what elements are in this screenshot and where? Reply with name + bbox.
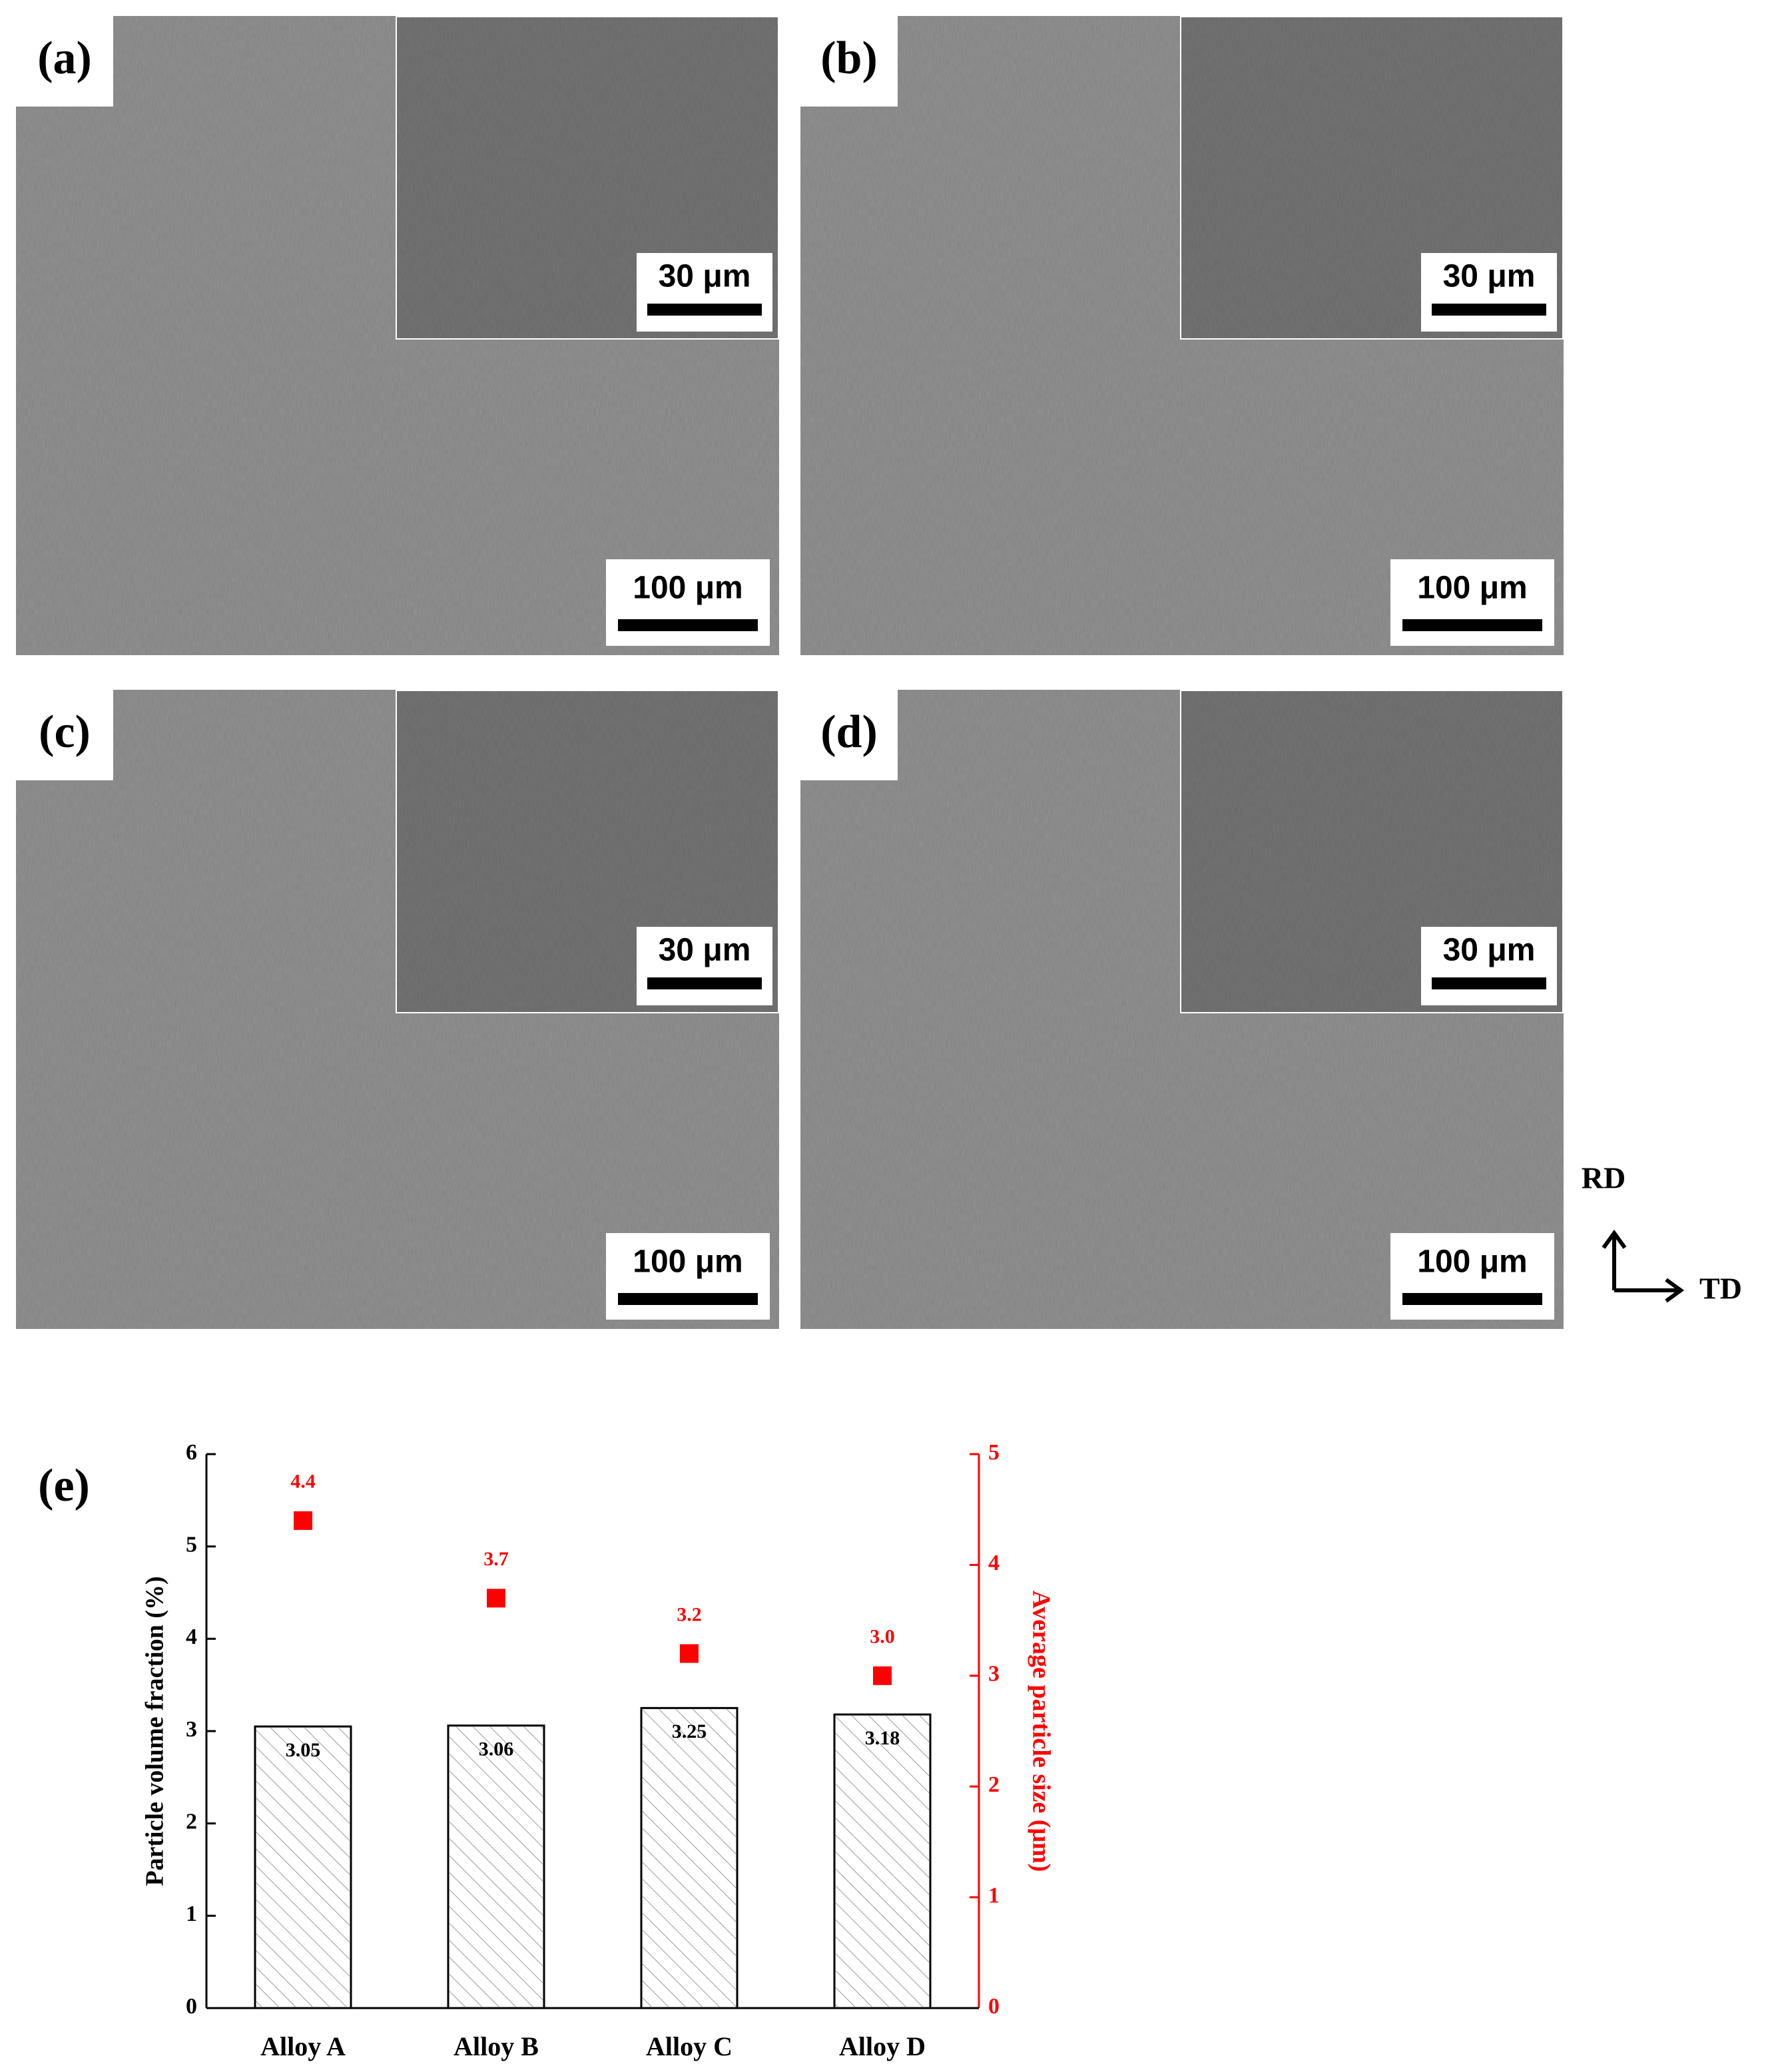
inset-scale-text: 30 μm	[659, 933, 751, 968]
scale-box	[606, 559, 770, 646]
bar-value-label: 3.06	[479, 1738, 514, 1760]
panel-label: (c)	[39, 706, 91, 758]
scale-bar	[647, 304, 762, 316]
marker	[873, 1666, 892, 1685]
panel-label: (b)	[820, 33, 878, 84]
scale-bar	[618, 619, 758, 631]
scale-bar	[1432, 304, 1546, 316]
inset-scale-text: 30 μm	[1443, 259, 1536, 294]
panel-label: (a)	[37, 33, 92, 84]
td-arrow	[1614, 1278, 1685, 1303]
marker-value-label: 4.4	[290, 1471, 316, 1493]
td-label: TD	[1699, 1272, 1742, 1306]
inset-scale-box	[1421, 253, 1557, 332]
scale-bar	[1432, 977, 1546, 989]
y2-tick-label: 2	[988, 1772, 1000, 1797]
inset-scale-box	[637, 253, 772, 332]
y-tick-label: 6	[186, 1440, 197, 1465]
x-tick-label: Alloy D	[839, 2031, 926, 2061]
rd-arrow	[1602, 1229, 1627, 1290]
x-tick-label: Alloy A	[260, 2031, 346, 2061]
y-tick-label: 5	[186, 1532, 197, 1557]
y-tick-label: 4	[186, 1625, 197, 1649]
bar-value-label: 3.18	[865, 1727, 900, 1749]
scale-box	[1390, 559, 1554, 646]
bar-value-label: 3.25	[672, 1720, 707, 1742]
bar-hatch	[643, 1709, 736, 2007]
y2-tick-label: 1	[988, 1883, 1000, 1908]
y-tick-label: 1	[186, 1902, 197, 1926]
label-box	[16, 690, 113, 780]
inset-scale-box	[637, 927, 772, 1005]
y2-tick-label: 3	[988, 1662, 1000, 1686]
marker	[294, 1511, 312, 1530]
inset-scale-text: 30 μm	[659, 259, 751, 294]
marker-value-label: 3.2	[677, 1603, 702, 1625]
scale-bar	[618, 1293, 758, 1305]
marker	[680, 1644, 699, 1663]
scale-bar	[647, 977, 762, 989]
y-tick-label: 0	[186, 1994, 197, 2019]
panel-label: (d)	[820, 706, 878, 758]
bar-hatch	[256, 1728, 350, 2007]
bar-value-label: 3.05	[286, 1739, 321, 1761]
bar-hatch	[449, 1726, 543, 2007]
scale-text: 100 μm	[1417, 571, 1527, 606]
inset-scale-text: 30 μm	[1443, 933, 1536, 968]
y-tick-label: 3	[186, 1717, 197, 1742]
y2-tick-label: 4	[988, 1551, 1000, 1575]
y-axis-label: Particle volume fraction (%)	[141, 1576, 169, 1886]
label-box	[16, 16, 113, 107]
x-tick-label: Alloy C	[646, 2031, 733, 2061]
direction-indicator	[1602, 1229, 1685, 1303]
rd-label: RD	[1582, 1161, 1626, 1195]
label-box	[800, 690, 898, 780]
y-tick-label: 2	[186, 1809, 197, 1834]
marker-value-label: 3.7	[483, 1548, 509, 1570]
label-box	[800, 16, 898, 107]
inset-micrograph	[1179, 15, 1565, 341]
panel-label: (e)	[38, 1460, 90, 1511]
scale-bar	[1402, 619, 1542, 631]
scale-box	[606, 1233, 770, 1320]
scale-text: 100 μm	[1417, 1244, 1527, 1280]
scale-text: 100 μm	[633, 571, 742, 606]
y2-tick-label: 0	[988, 1994, 1000, 2019]
marker-value-label: 3.0	[870, 1626, 895, 1648]
marker	[487, 1589, 505, 1608]
inset-scale-box	[1421, 927, 1557, 1005]
scale-bar	[1402, 1293, 1542, 1305]
bar-hatch	[836, 1716, 929, 2007]
scale-text: 100 μm	[633, 1244, 742, 1280]
x-tick-label: Alloy B	[453, 2031, 539, 2061]
y2-axis-label: Average particle size (μm)	[1027, 1591, 1055, 1872]
y2-tick-label: 5	[988, 1440, 1000, 1465]
scale-box	[1390, 1233, 1554, 1320]
